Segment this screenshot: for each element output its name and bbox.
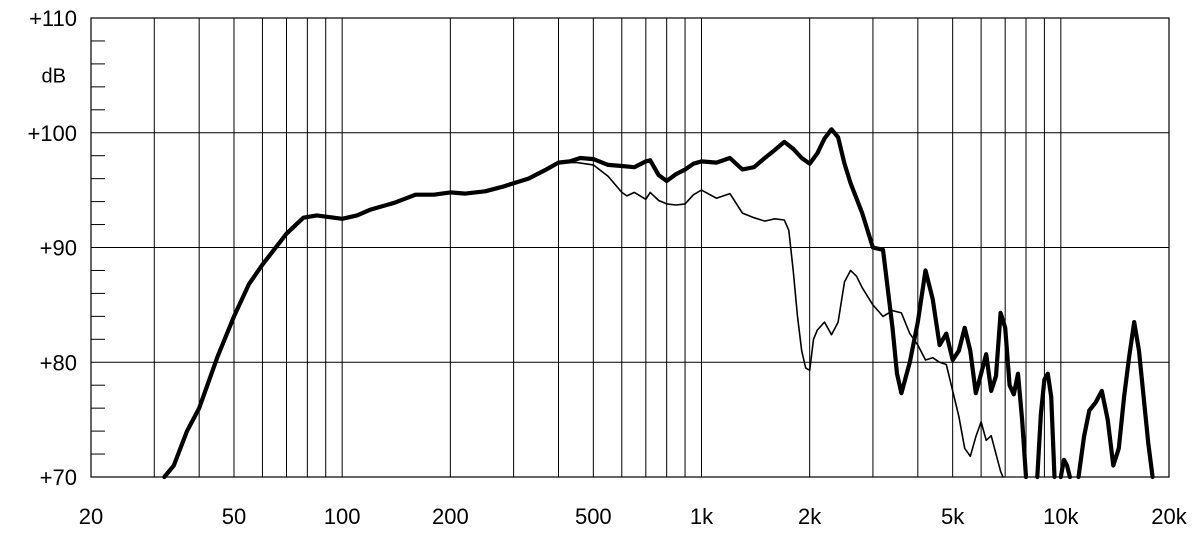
thick-response-line-0 [162,127,1029,480]
x-tick-label: 1k [690,504,714,529]
x-tick-label: 20 [79,504,103,529]
x-tick-label: 5k [941,504,965,529]
x-tick-labels: 20 50 100 200 500 1k 2k 5k 10k 20k [79,504,1188,529]
x-tick-label: 50 [222,504,246,529]
thick-response-line-1 [1035,371,1057,480]
y-tick-label: +70 [40,465,77,490]
plot-frame [90,17,1170,478]
thick-response-line-3 [1076,320,1155,480]
y-tick-label: +110 [29,6,77,31]
x-tick-label: 100 [324,504,361,529]
x-tick-label: 10k [1043,504,1079,529]
x-tick-label: 20k [1151,504,1187,529]
y-tick-labels: +70 +80 +90 +100 +110 [27,6,77,490]
y-minor-ticks [91,40,105,455]
x-tick-label: 500 [575,504,612,529]
y-tick-label: +90 [40,236,77,261]
major-gridlines [91,17,1169,478]
x-tick-label: 200 [432,504,469,529]
y-tick-label: +80 [40,350,77,375]
y-tick-label: +100 [27,121,77,146]
y-axis-unit-label: dB [42,65,66,87]
thick-response-line-2 [1058,457,1072,480]
x-tick-label: 2k [798,504,822,529]
thin-response-line-4 [557,161,1004,478]
series-layer [162,127,1155,480]
